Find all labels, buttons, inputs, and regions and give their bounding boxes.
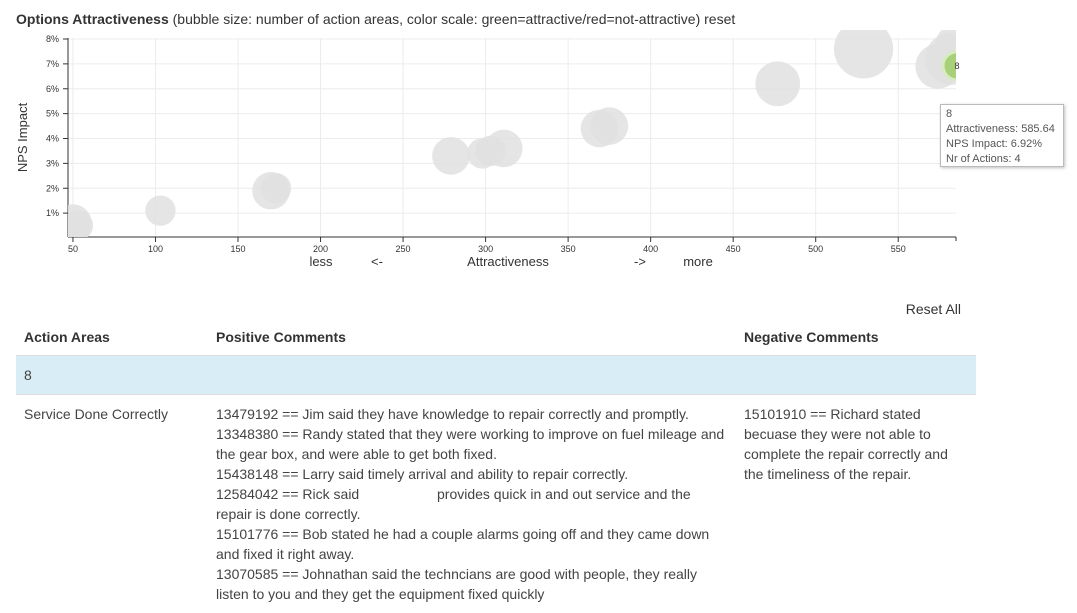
tooltip-actions: Nr of Actions: 4 [946,152,1058,167]
tooltip-nps: NPS Impact: 6.92% [946,137,1058,152]
x-tick-label: 550 [891,244,906,254]
x-tick-label: 450 [726,244,741,254]
x-axis-label-part: <- [371,254,383,269]
y-tick-label: 6% [46,84,59,94]
positive-comment: 13070585 == Johnathan said the techncian… [216,564,728,604]
tooltip-name: 8 [946,107,1058,122]
y-axis-label: NPS Impact [15,102,30,172]
y-tick-label: 1% [46,208,59,218]
header-positive-comments[interactable]: Positive Comments [208,318,736,356]
y-tick-label: 4% [46,134,59,144]
x-tick-label: 150 [230,244,245,254]
x-axis-label-part: less [309,254,333,269]
x-tick-label: 250 [396,244,411,254]
y-tick-label: 7% [46,59,59,69]
bubble[interactable] [432,137,470,175]
x-axis-label-part: Attractiveness [467,254,549,269]
positive-comment-redacted: 12584042 == Rick said provides quick in … [216,484,728,524]
positive-comment: 15438148 == Larry said timely arrival an… [216,464,728,484]
x-tick-label: 400 [643,244,658,254]
x-tick-label: 200 [313,244,328,254]
positive-comment: 13479192 == Jim said they have knowledge… [216,404,728,424]
positive-comment: 13348380 == Randy stated that they were … [216,424,728,464]
x-tick-label: 350 [561,244,576,254]
x-tick-label: 50 [68,244,78,254]
x-tick-label: 300 [478,244,493,254]
y-tick-label: 8% [46,34,59,44]
bubble[interactable] [591,107,629,145]
bubble[interactable] [261,173,291,203]
table-row: Service Done Correctly 13479192 == Jim s… [16,395,976,613]
chart-tooltip: 8 Attractiveness: 585.64 NPS Impact: 6.9… [940,104,1064,167]
redaction-block [363,487,433,499]
chart-title-bold: Options Attractiveness [16,11,169,27]
y-tick-label: 2% [46,183,59,193]
group-label: 8 [16,356,976,395]
positive-comments-cell: 13479192 == Jim said they have knowledge… [208,395,736,613]
chart-title: Options Attractiveness (bubble size: num… [16,11,735,27]
reset-link[interactable]: reset [704,11,735,27]
x-axis-label-part: more [683,254,713,269]
negative-comments-cell: 15101910 == Richard stated becuase they … [736,395,976,613]
chart-title-description: (bubble size: number of action areas, co… [169,11,704,27]
header-action-areas[interactable]: Action Areas [16,318,208,356]
bubble[interactable] [63,210,93,240]
tooltip-attractiveness: Attractiveness: 585.64 [946,122,1058,137]
group-row[interactable]: 8 [16,356,976,395]
y-tick-label: 5% [46,109,59,119]
comment-before-redaction: 12584042 == Rick said [216,486,363,502]
bubble[interactable] [485,130,523,168]
bubble[interactable] [834,30,893,79]
x-axis-label-part: -> [634,254,646,269]
positive-comment: 15101776 == Bob stated he had a couple a… [216,524,728,564]
x-tick-label: 500 [808,244,823,254]
bubble[interactable] [755,61,800,106]
y-tick-label: 3% [46,158,59,168]
action-area-cell: Service Done Correctly [16,395,208,613]
reset-all-link[interactable]: Reset All [906,301,961,317]
bubble[interactable] [145,195,175,225]
bubble-chart: 50 100 150 200 250 300 350 400 450 500 550 1% 2% 3% 4%… [0,30,1000,275]
x-tick-label: 100 [148,244,163,254]
bubble-label: 8 [955,61,960,71]
negative-comment: 15101910 == Richard stated becuase they … [744,404,968,484]
comments-table: Action Areas Positive Comments Negative … [16,318,976,613]
header-negative-comments[interactable]: Negative Comments [736,318,976,356]
table-header-row: Action Areas Positive Comments Negative … [16,318,976,356]
